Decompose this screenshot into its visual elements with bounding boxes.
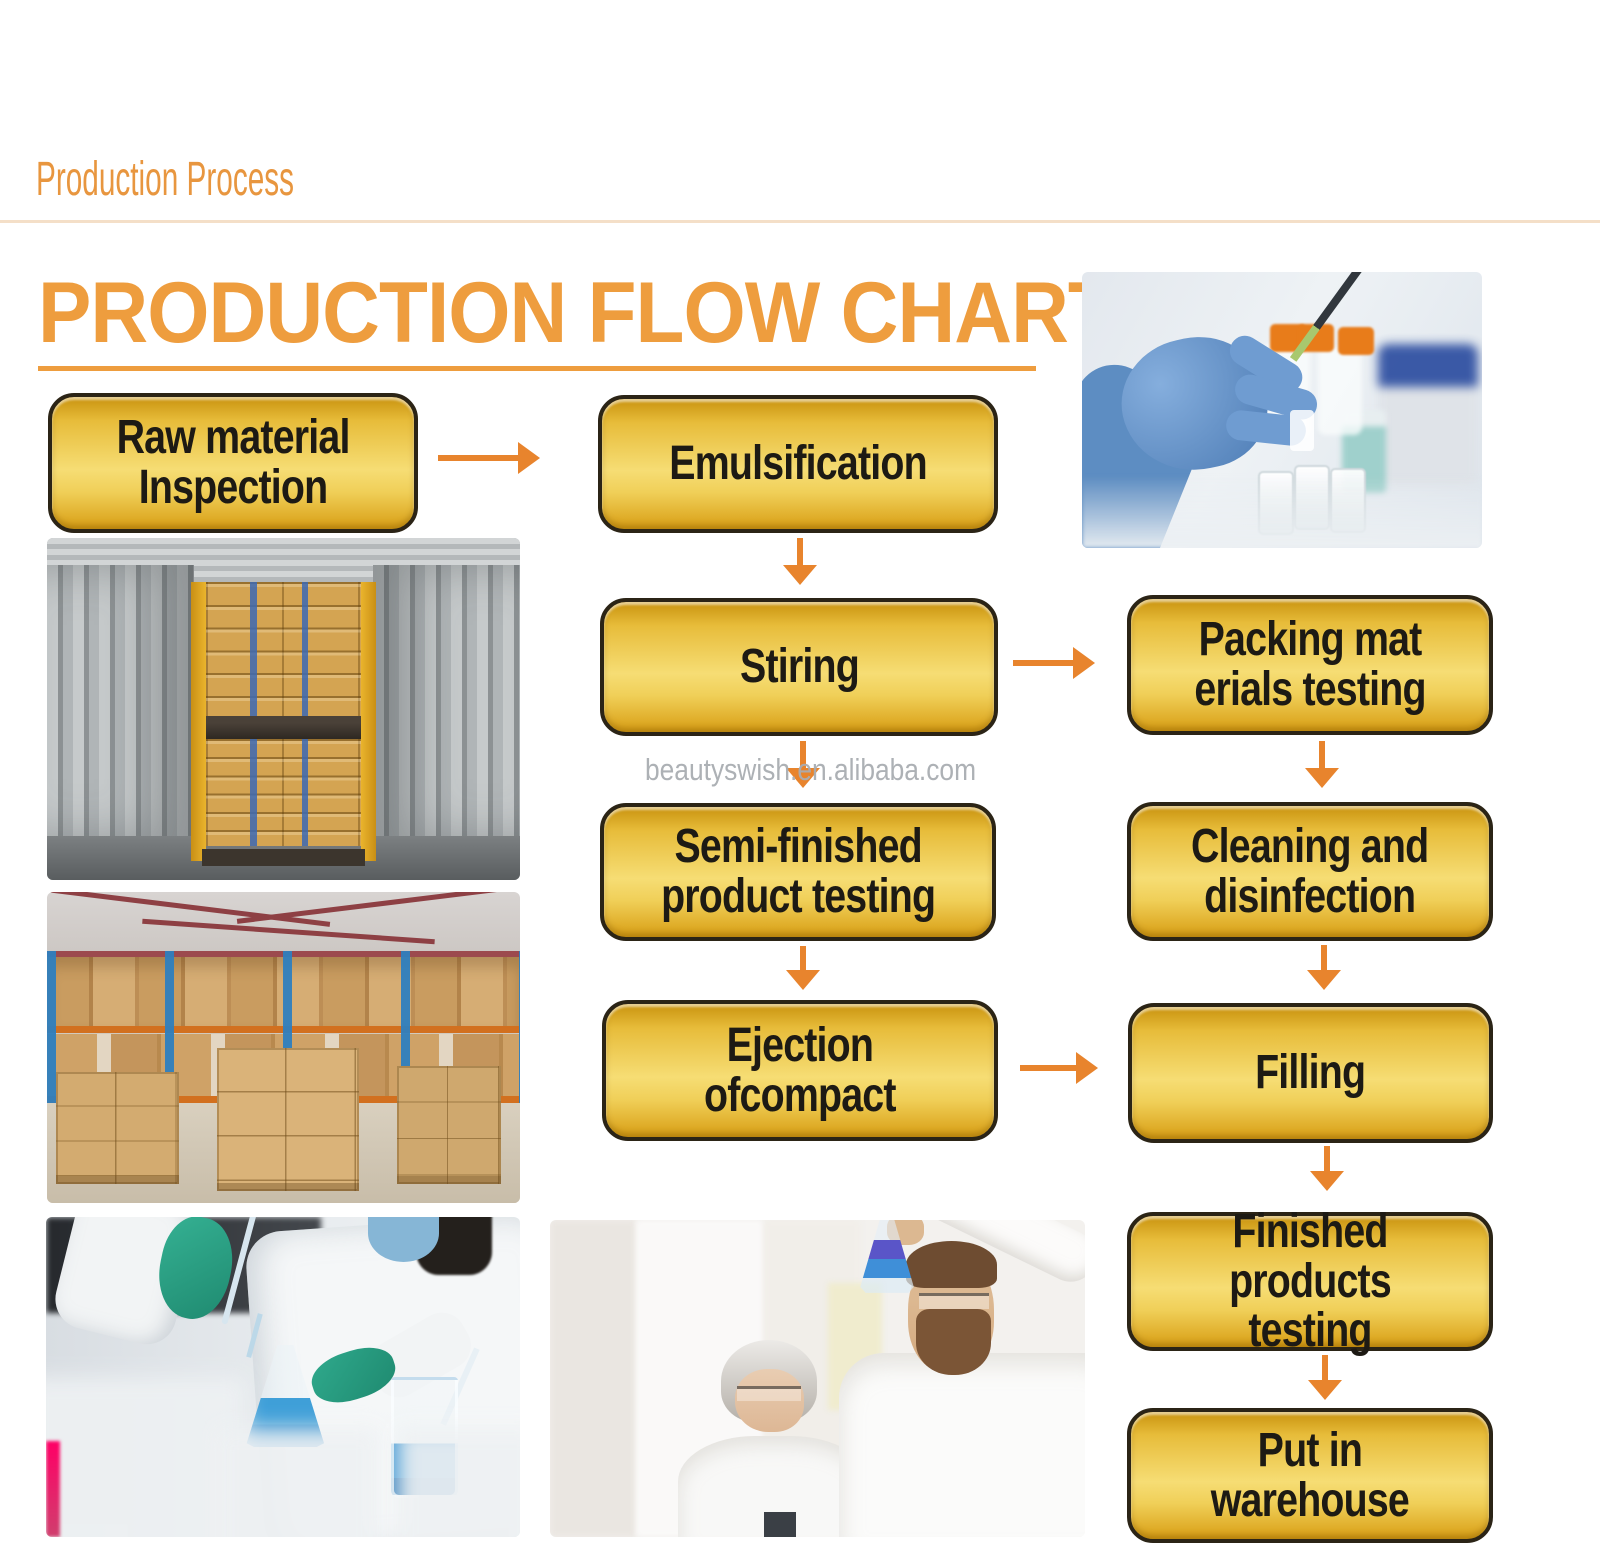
warehouse-storage-photo bbox=[47, 892, 520, 1203]
flow-box-label: Put in warehouse bbox=[1210, 1423, 1410, 1527]
middle-pallet bbox=[198, 715, 369, 739]
flow-box-label: Packing mat erials testing bbox=[1194, 613, 1426, 716]
man-lab-coat-shape bbox=[838, 1353, 1085, 1537]
flow-box-label: Filling bbox=[1255, 1046, 1366, 1100]
held-vial-shape bbox=[1290, 410, 1314, 452]
roof-truss bbox=[141, 919, 435, 945]
page-title: PRODUCTION FLOW CHART bbox=[38, 265, 1117, 361]
arrow-down-icon bbox=[1308, 1355, 1342, 1400]
lab-flask-pipetting-photo bbox=[46, 1217, 520, 1537]
header-divider bbox=[0, 220, 1600, 223]
reagent-bottle-shape bbox=[1318, 346, 1362, 435]
arrow-down-icon bbox=[786, 741, 820, 788]
flow-box-raw-material-inspection: Raw material Inspection bbox=[48, 393, 418, 533]
floor-carton-stack bbox=[217, 1047, 360, 1191]
arrow-down-icon bbox=[1310, 1146, 1344, 1191]
flow-box-semi-finished-product-testing: Semi-finished product testing bbox=[600, 803, 996, 941]
lab-sample-testing-photo bbox=[1082, 272, 1482, 548]
container-wall-left bbox=[47, 565, 194, 839]
flow-box-label: Emulsification bbox=[669, 437, 927, 491]
foreground-glassware-blur bbox=[46, 1377, 246, 1537]
arrow-right-icon bbox=[438, 442, 540, 474]
arrow-down-icon bbox=[1305, 741, 1339, 788]
foreground-glassware-blur bbox=[396, 1428, 520, 1537]
carton-boxes-lower bbox=[206, 738, 361, 847]
bottom-pallet bbox=[202, 849, 365, 867]
floor-carton-stack bbox=[56, 1072, 180, 1185]
arrow-down-icon bbox=[1307, 945, 1341, 990]
test-kit-box-shape bbox=[1378, 343, 1478, 488]
flow-box-stiring: Stiring bbox=[600, 598, 998, 736]
flow-box-label: Cleaning and disinfection bbox=[1191, 819, 1429, 923]
blue-strap bbox=[301, 582, 309, 716]
flow-box-label: Ejection ofcompact bbox=[704, 1018, 896, 1122]
pink-pipette-tip-shape bbox=[46, 1441, 61, 1537]
flow-box-filling: Filling bbox=[1128, 1003, 1493, 1143]
face-mask-shape bbox=[368, 1217, 440, 1262]
container-loading-photo bbox=[47, 538, 520, 880]
container-wall-right bbox=[373, 565, 520, 839]
flow-box-emulsification: Emulsification bbox=[598, 395, 998, 533]
flow-box-ejection-of-compact: Ejection ofcompact bbox=[602, 1000, 998, 1141]
man-hair-shape bbox=[905, 1240, 997, 1289]
yellow-edge-protector-right bbox=[360, 582, 376, 861]
blue-strap bbox=[301, 738, 309, 847]
woman-collar-shape bbox=[764, 1511, 797, 1537]
section-header: Production Process bbox=[36, 153, 295, 206]
blue-strap bbox=[250, 738, 257, 847]
flow-box-label: Finished products testing bbox=[1229, 1204, 1392, 1358]
flow-box-put-in-warehouse: Put in warehouse bbox=[1127, 1408, 1493, 1543]
blue-strap bbox=[250, 582, 257, 716]
flow-box-label: Stiring bbox=[739, 640, 860, 694]
orange-cap-shape bbox=[1338, 327, 1374, 355]
watermark-text: beautyswish.en.alibaba.com bbox=[645, 752, 977, 787]
pallet-cargo-stack bbox=[191, 582, 376, 867]
flow-box-finished-products-testing: Finished products testing bbox=[1127, 1206, 1493, 1356]
arrow-right-icon bbox=[1020, 1052, 1098, 1084]
table-highlight bbox=[1082, 476, 1482, 548]
flow-box-cleaning-and-disinfection: Cleaning and disinfection bbox=[1127, 802, 1493, 941]
floor-carton-stack bbox=[397, 1066, 502, 1185]
safety-glasses-shape bbox=[737, 1386, 802, 1401]
flow-box-packing-materials-testing: Packing mat erials testing bbox=[1127, 595, 1493, 735]
flow-box-label: Raw material Inspection bbox=[116, 411, 350, 514]
foreground-glassware-blur bbox=[216, 1428, 378, 1537]
man-beard-shape bbox=[916, 1308, 992, 1376]
scientists-inspecting-flask-photo bbox=[550, 1220, 1085, 1537]
background-panel bbox=[550, 1220, 636, 1537]
arrow-right-icon bbox=[1013, 647, 1095, 679]
carton-boxes-upper bbox=[206, 582, 361, 716]
flow-box-label: Semi-finished product testing bbox=[660, 820, 936, 923]
title-underline bbox=[38, 366, 1036, 371]
woman-face-shape bbox=[734, 1368, 805, 1433]
arrow-down-icon bbox=[783, 538, 817, 585]
safety-glasses-shape bbox=[919, 1292, 989, 1309]
yellow-edge-protector-left bbox=[191, 582, 206, 861]
arrow-down-icon bbox=[786, 946, 820, 990]
